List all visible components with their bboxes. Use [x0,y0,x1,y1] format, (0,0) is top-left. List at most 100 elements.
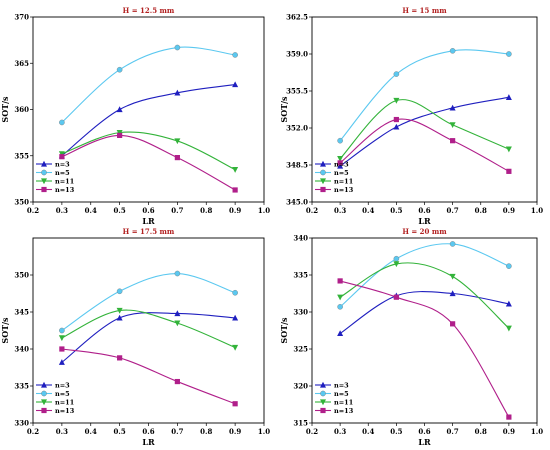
y-tick-label: 360 [14,105,29,114]
legend-marker [320,407,326,414]
series-line-n=11 [61,309,236,349]
data-point-n=5 [232,52,238,58]
legend-label: n=5 [334,390,349,398]
data-point-n=5 [232,289,238,296]
legend-label: n=3 [55,160,70,168]
data-point-n=13 [174,155,180,161]
series-line-n=3 [61,312,236,363]
y-tick-label: 365 [14,59,29,68]
legend-marker [41,169,47,176]
y-axis-label: SOT/s [279,317,289,344]
y-tick-label: 352.0 [286,124,308,133]
legend-label: n=11 [55,398,74,406]
series-line-n=3 [339,96,509,167]
y-tick-label: 330 [293,308,308,317]
data-point-n=5 [59,119,65,126]
legend-label: n=5 [55,169,70,177]
y-tick-label: 359.0 [286,50,308,59]
data-point-n=11 [174,138,181,145]
x-tick-label: 0.7 [171,427,183,436]
data-point-n=5 [393,255,400,262]
data-point-n=5 [116,288,123,295]
legend-marker [320,390,326,397]
x-tick-label: 0.7 [447,427,459,436]
data-point-n=5 [337,137,343,144]
y-tick-label: 315 [293,419,308,428]
series-line-n=5 [61,272,236,331]
data-point-n=5 [116,66,123,73]
data-point-n=3 [116,314,123,321]
x-tick-label: 0.7 [171,206,183,215]
x-tick-label: 0.3 [334,427,346,436]
x-tick-label: 0.5 [390,427,402,436]
x-tick-label: 0.2 [306,427,318,436]
data-point-n=11 [449,273,456,280]
data-point-n=5 [174,270,181,277]
data-point-n=13 [450,321,456,327]
x-tick-label: 0.9 [229,206,241,215]
x-tick-label: 0.8 [475,206,487,215]
data-point-n=11 [232,167,239,173]
y-axis-label: SOT/s [0,317,10,344]
legend-marker [320,186,326,193]
series-line-n=11 [339,262,510,329]
legend-label: n=11 [334,177,353,185]
x-tick-label: 0.6 [142,206,154,215]
y-tick-label: 340 [14,345,29,354]
data-point-n=13 [393,116,399,123]
data-point-n=5 [506,263,512,269]
x-axis-label: LR [418,216,431,226]
legend-label: n=13 [55,186,75,194]
x-tick-label: 0.7 [447,206,459,215]
x-axis-label: LR [418,437,431,447]
x-tick-label: 0.8 [475,427,487,436]
series-line-n=3 [61,83,236,157]
series-line-n=11 [61,131,236,171]
series-line-n=13 [339,280,510,418]
series-line-n=13 [339,118,510,172]
x-tick-label: 0.9 [229,427,241,436]
data-point-n=13 [232,187,238,193]
data-point-n=13 [232,401,238,407]
y-axis-label: SOT/s [279,96,289,123]
data-point-n=3 [337,330,344,337]
data-point-n=3 [337,162,344,169]
x-tick-label: 0.2 [27,206,39,215]
series-line-n=5 [339,49,509,142]
y-tick-label: 325 [293,345,308,354]
data-point-n=13 [117,132,123,138]
data-point-n=13 [59,346,65,352]
x-tick-label: 0.6 [418,427,430,436]
data-point-n=13 [337,278,343,284]
data-point-n=11 [449,122,456,129]
data-point-n=11 [337,156,344,162]
y-axis-label: SOT/s [0,96,10,123]
data-point-n=5 [449,48,456,54]
x-tick-label: 0.9 [503,206,515,215]
legend-marker [320,399,326,406]
x-tick-label: 1.0 [258,427,270,436]
series-line-n=13 [61,134,236,191]
data-point-n=13 [506,414,512,420]
data-point-n=5 [174,44,181,51]
legend-marker [41,407,47,414]
legend-marker [320,160,326,167]
data-point-n=11 [505,146,512,153]
data-point-n=3 [505,94,512,100]
chart-panel-4: H = 20 mm 0.2 0.3 0.4 0.5 0.6 0.7 0.8 0.9 1.0 315 3… [279,227,543,447]
data-point-n=13 [450,138,456,144]
x-tick-label: 0.3 [334,206,346,215]
data-point-n=13 [506,168,512,174]
y-tick-label: 370 [14,13,29,22]
x-tick-label: 0.4 [85,427,97,436]
data-point-n=5 [506,51,512,57]
data-point-n=13 [117,355,123,361]
y-tick-label: 335 [293,271,308,280]
y-tick-label: 340 [293,234,308,243]
x-axis-label: LR [142,216,155,226]
legend-label: n=11 [55,177,74,185]
series-line-n=3 [339,291,509,334]
data-point-n=13 [59,154,65,160]
series-line-n=11 [339,99,510,160]
data-point-n=13 [174,378,180,385]
